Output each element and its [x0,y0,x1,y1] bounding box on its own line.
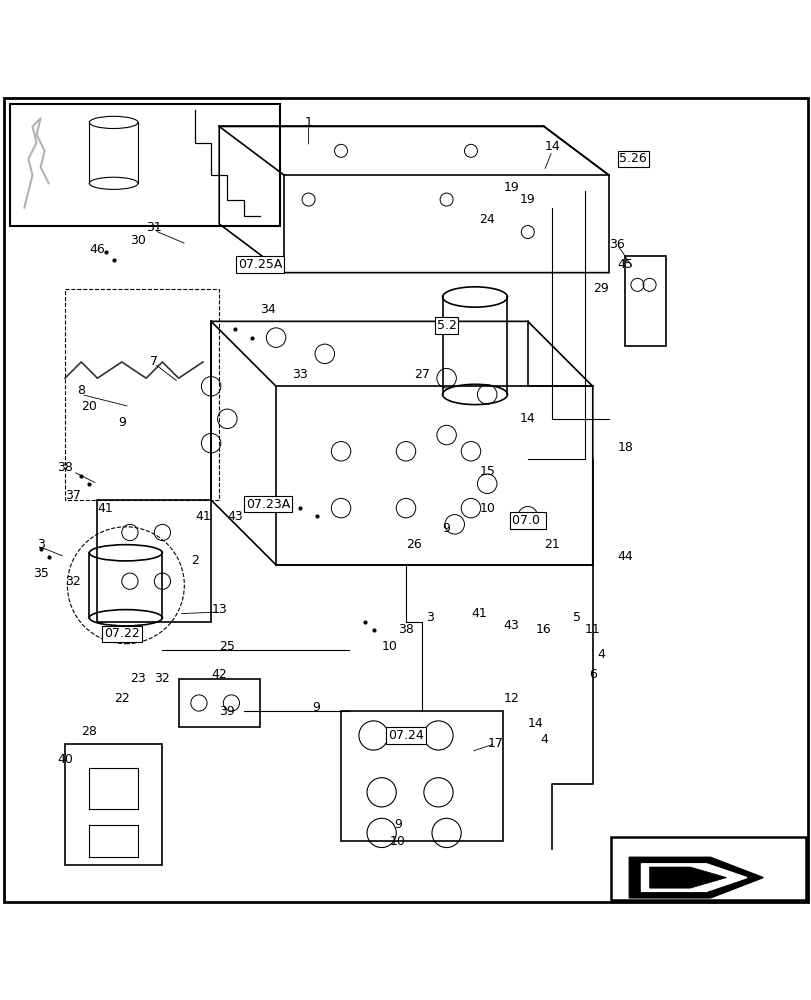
Polygon shape [629,857,762,898]
Text: 45: 45 [616,258,633,271]
Text: 23: 23 [130,672,146,685]
Text: 40: 40 [57,753,73,766]
Text: 27: 27 [414,368,430,381]
Text: 10: 10 [381,640,397,653]
Text: 5.2: 5.2 [436,319,456,332]
Text: 38: 38 [397,623,414,636]
Text: 15: 15 [478,465,495,478]
Text: 07.23A: 07.23A [246,498,290,511]
Text: 9: 9 [312,701,320,714]
Text: 32: 32 [65,575,81,588]
Polygon shape [641,864,746,891]
Text: 07.22: 07.22 [104,627,139,640]
Text: 41: 41 [195,510,211,523]
Text: 12: 12 [503,692,519,705]
Text: 43: 43 [503,619,519,632]
Text: 24: 24 [478,213,495,226]
Text: 28: 28 [81,725,97,738]
Text: 4: 4 [596,648,604,661]
Text: 9: 9 [442,522,450,535]
Text: 39: 39 [219,705,235,718]
Text: 26: 26 [406,538,422,551]
Text: 34: 34 [260,303,276,316]
Text: 7: 7 [150,355,158,368]
Text: 10: 10 [478,502,495,515]
Text: 10: 10 [389,835,406,848]
Text: 6: 6 [588,668,596,681]
Polygon shape [649,867,726,888]
Text: 13: 13 [211,603,227,616]
Text: 25: 25 [219,640,235,653]
Text: 14: 14 [519,412,535,425]
Text: 46: 46 [89,243,105,256]
Text: 19: 19 [503,181,519,194]
Text: 17: 17 [487,737,503,750]
Text: 21: 21 [543,538,560,551]
Text: 37: 37 [65,489,81,502]
Text: 2: 2 [191,554,199,567]
Text: 41: 41 [97,502,114,515]
Text: 44: 44 [616,550,633,563]
Text: 36: 36 [608,238,624,251]
Text: 42: 42 [211,668,227,681]
Text: 1: 1 [304,116,312,129]
Bar [610,837,805,900]
Text: 4: 4 [539,733,547,746]
Text: 19: 19 [519,193,535,206]
Text: 5: 5 [572,611,580,624]
Text: 9: 9 [118,416,126,429]
Text: 07.0: 07.0 [511,514,543,527]
Text: 8: 8 [77,384,85,397]
Text: 14: 14 [543,140,560,153]
Text: 29: 29 [592,282,608,295]
Text: 14: 14 [527,717,543,730]
Text: 43: 43 [227,510,243,523]
Text: 07.24: 07.24 [388,729,423,742]
Text: 32: 32 [154,672,170,685]
Text: 41: 41 [470,607,487,620]
Text: 9: 9 [393,818,401,831]
Text: 11: 11 [584,623,600,636]
Text: 20: 20 [81,400,97,413]
Text: 22: 22 [114,692,130,705]
Text: 16: 16 [535,623,551,636]
Text: 18: 18 [616,441,633,454]
Text: 31: 31 [146,221,162,234]
Text: 33: 33 [292,368,308,381]
Text: 3: 3 [36,538,45,551]
Bar [10,104,280,226]
Text: 30: 30 [130,234,146,247]
Text: 38: 38 [57,461,73,474]
Text: 3: 3 [426,611,434,624]
Text: 35: 35 [32,567,49,580]
Text: 07.25A: 07.25A [238,258,281,271]
Text: 5.26: 5.26 [619,152,646,165]
